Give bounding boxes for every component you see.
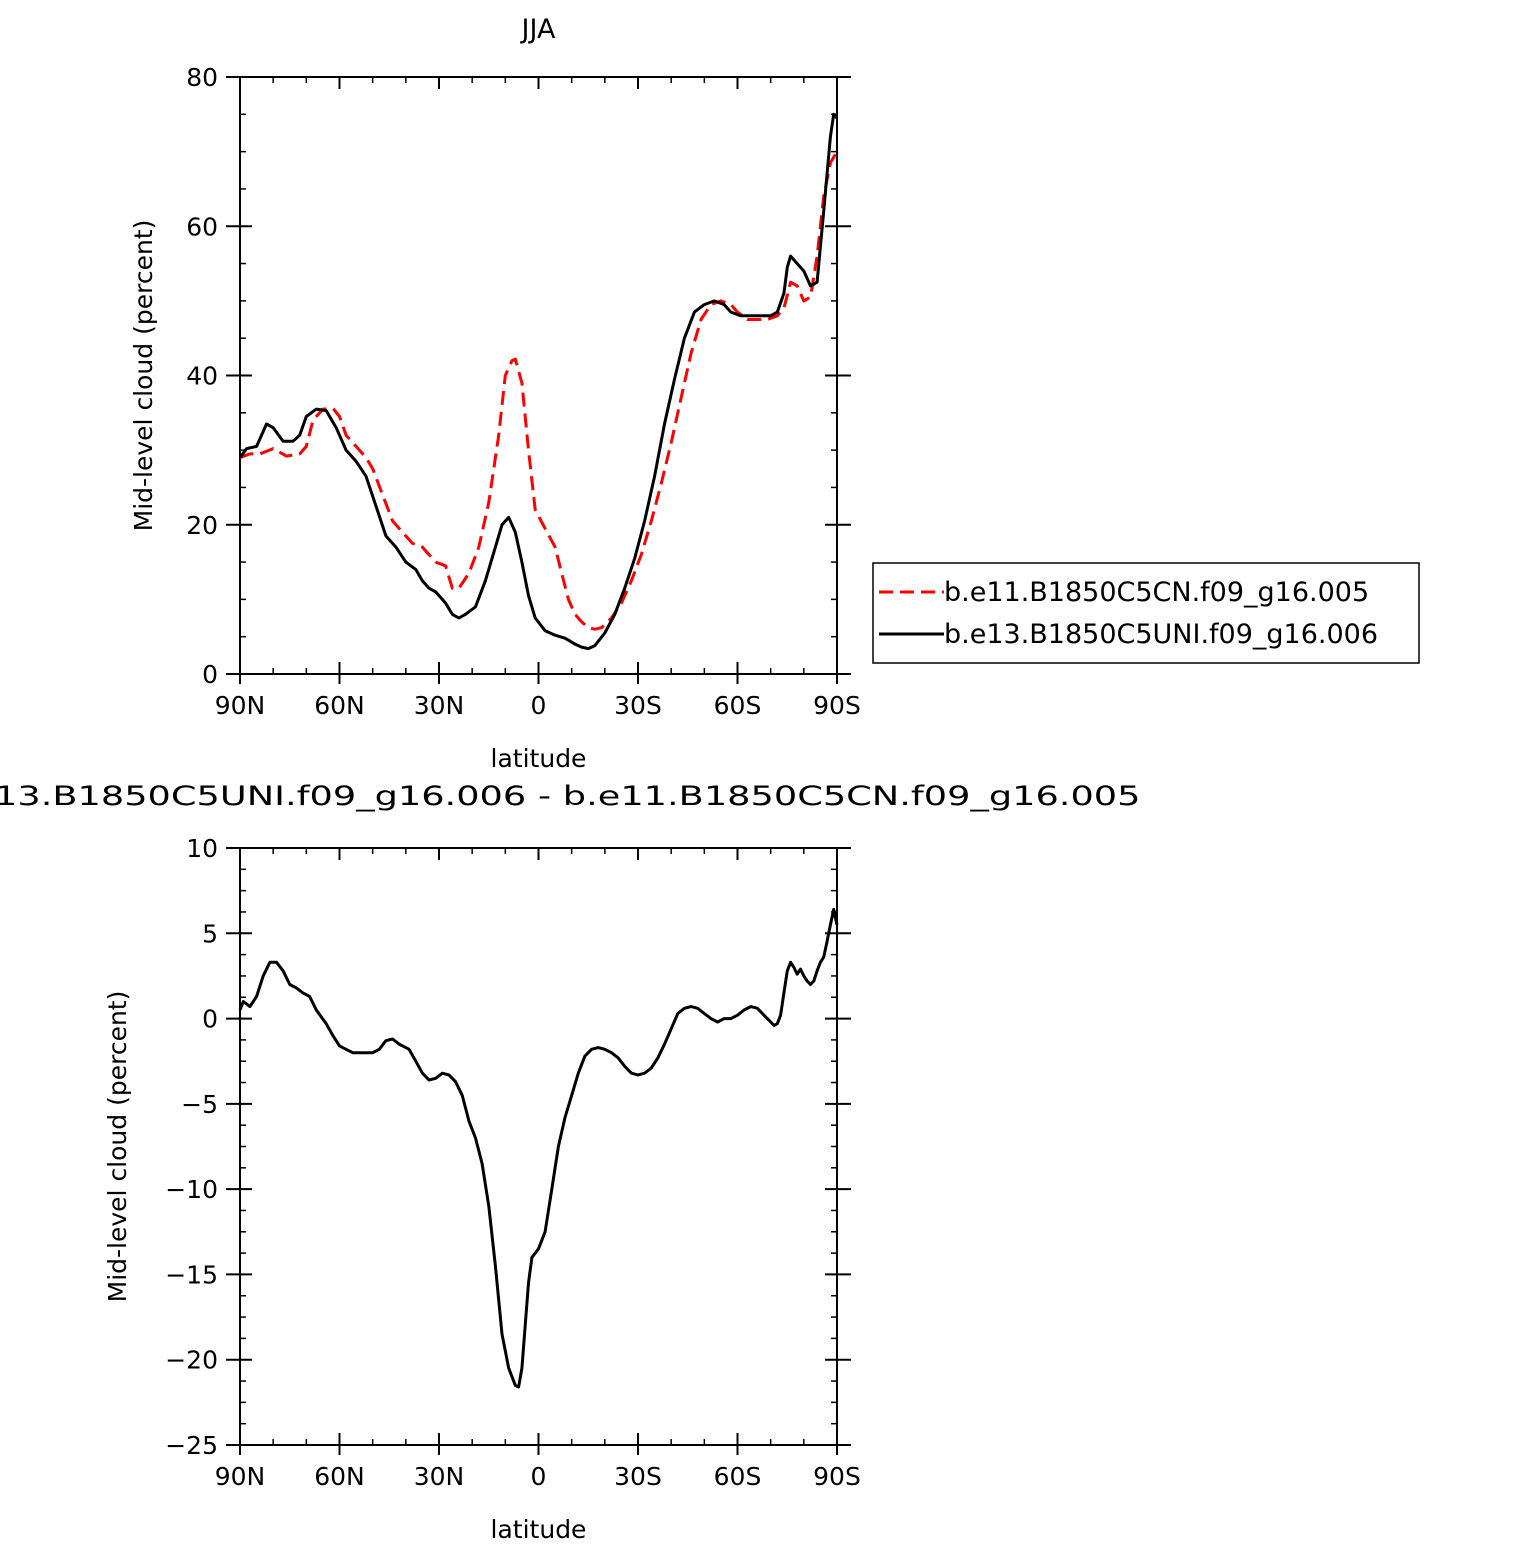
top-x-tick-label: 60S <box>714 691 762 720</box>
bottom-x-tick-label: 90S <box>813 1462 861 1491</box>
bottom-x-tick-label: 60S <box>714 1462 762 1491</box>
top-y-tick-label: 20 <box>186 511 218 540</box>
top-y-tick-label: 40 <box>186 362 218 391</box>
top-y-tick-label: 60 <box>186 212 218 241</box>
top-series-line-2 <box>238 112 839 651</box>
bottom-x-tick-label: 30S <box>614 1462 662 1491</box>
top-x-tick-label: 30N <box>414 691 465 720</box>
legend-label-series-2: b.e13.B1850C5UNI.f09_g16.006 <box>944 619 1378 650</box>
bottom-y-tick-label: 10 <box>186 834 218 863</box>
bottom-plot-title: b.e13.B1850C5UNI.f09_g16.006 - b.e11.B18… <box>0 781 1141 812</box>
bottom-y-tick-label: −5 <box>181 1090 218 1119</box>
top-plot-frame <box>239 76 838 675</box>
top-series-line-1 <box>239 150 839 631</box>
bottom-y-axis-title: Mid-level cloud (percent) <box>103 991 132 1303</box>
legend-box <box>872 562 1420 664</box>
top-x-tick-label: 0 <box>531 691 547 720</box>
bottom-x-tick-label: 60N <box>314 1462 365 1491</box>
top-y-axis: 0 20 40 60 80 <box>186 63 851 689</box>
top-x-tick-label: 90N <box>215 691 266 720</box>
top-series-group <box>238 112 839 651</box>
bottom-y-tick-label: −25 <box>165 1431 218 1460</box>
top-panel: JJA 0 20 40 60 80 90N 60N 30N 0 30S 60S 90S latitu… <box>129 14 1420 773</box>
bottom-x-tick-label: 90N <box>215 1462 266 1491</box>
top-x-tick-label: 60N <box>314 691 365 720</box>
bottom-y-axis: −25 −20 −15 −10 −5 0 5 10 <box>165 834 851 1460</box>
bottom-plot-frame <box>239 847 838 1446</box>
bottom-panel: b.e13.B1850C5UNI.f09_g16.006 - b.e11.B18… <box>0 781 1141 1544</box>
bottom-y-tick-label: −20 <box>165 1346 218 1375</box>
bottom-y-tick-label: 0 <box>202 1005 218 1034</box>
bottom-x-axis-title: latitude <box>491 1515 587 1544</box>
top-y-tick-label: 0 <box>202 660 218 689</box>
top-x-axis-title: latitude <box>491 744 587 773</box>
top-x-axis: 90N 60N 30N 0 30S 60S 90S <box>215 77 861 720</box>
bottom-series-line-1 <box>238 907 839 1389</box>
bottom-y-tick-label: 5 <box>202 919 218 948</box>
top-y-axis-title: Mid-level cloud (percent) <box>129 220 158 532</box>
bottom-series-group <box>238 907 839 1389</box>
legend-label-series-1: b.e11.B1850C5CN.f09_g16.005 <box>944 577 1369 608</box>
top-x-tick-label: 30S <box>614 691 662 720</box>
top-plot-title: JJA <box>520 14 556 45</box>
top-x-tick-label: 90S <box>813 691 861 720</box>
legend: b.e11.B1850C5CN.f09_g16.005 b.e13.B1850C… <box>872 562 1420 664</box>
bottom-x-axis: 90N 60N 30N 0 30S 60S 90S <box>215 848 861 1491</box>
bottom-x-tick-label: 30N <box>414 1462 465 1491</box>
bottom-y-tick-label: −15 <box>165 1260 218 1289</box>
top-y-tick-label: 80 <box>186 63 218 92</box>
bottom-y-tick-label: −10 <box>165 1175 218 1204</box>
bottom-x-tick-label: 0 <box>531 1462 547 1491</box>
